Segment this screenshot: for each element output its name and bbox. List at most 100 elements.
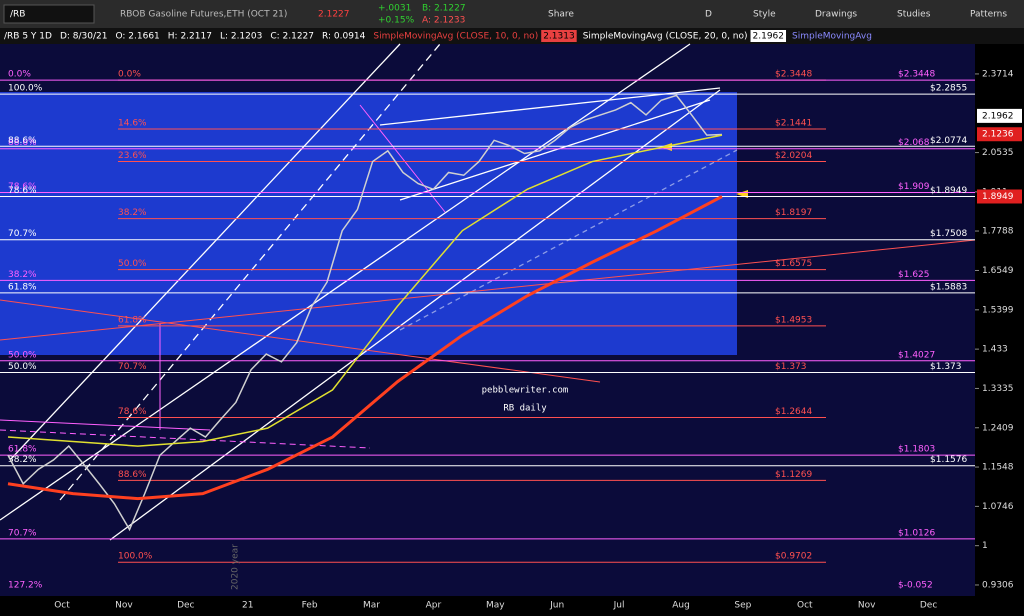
fib-price: $-0.052 — [898, 581, 933, 591]
y-tick-label: 0.9306 — [982, 580, 1014, 590]
price-line — [7, 94, 723, 532]
price-tag-label: 1.8949 — [982, 192, 1014, 202]
info-item: L: 2.1203 — [220, 32, 262, 42]
fib-pct: 61.8% — [8, 445, 37, 455]
description: RBOB Gasoline Futures,ETH (OCT 21) — [120, 10, 287, 20]
x-tick-label: Oct — [797, 601, 813, 611]
pink-drawings — [0, 104, 446, 449]
info-item: O: 2.1661 — [115, 32, 159, 42]
annotation: pebblewriter.com — [482, 386, 569, 396]
price-tag-label: 2.1962 — [982, 111, 1014, 121]
toolbar-button[interactable]: D — [705, 10, 712, 20]
toolbar-bg — [0, 0, 1024, 28]
fib-pct: 70.7% — [8, 229, 37, 239]
fib-price: $2.1441 — [775, 118, 812, 128]
symbol[interactable]: /RB — [10, 10, 25, 20]
study-value: 2.1962 — [753, 32, 785, 42]
info-item: R: 0.0914 — [322, 32, 366, 42]
x-tick-label: Nov — [115, 601, 133, 611]
study-value-bg — [750, 30, 787, 42]
annotation: 2020 year — [231, 544, 241, 590]
toolbar-button[interactable]: Patterns — [970, 10, 1007, 20]
fib-pct: 61.8% — [118, 315, 147, 325]
fib-pct: 78.6% — [8, 182, 37, 192]
moving-average — [7, 195, 723, 501]
fib-pct: 78.6% — [118, 407, 147, 417]
x-tick-label: Apr — [426, 601, 442, 611]
fib-price: $1.909 — [898, 182, 930, 192]
fib-price: $1.8197 — [775, 208, 812, 218]
fib-price: $2.0774 — [930, 136, 967, 146]
y-tick-label: 1.3335 — [982, 384, 1014, 394]
x-tick-label: Sep — [734, 601, 751, 611]
fib-pct: 50.0% — [8, 350, 37, 360]
x-tick-label: Jul — [613, 601, 625, 611]
info-item: D: 8/30/21 — [60, 32, 108, 42]
x-tick-label: Nov — [858, 601, 876, 611]
annotation: RB daily — [503, 404, 547, 414]
fib-price: $1.4953 — [775, 315, 812, 325]
fib-price: $1.2644 — [775, 407, 812, 417]
fib-price: $0.9702 — [775, 552, 812, 562]
fib-price: $1.6575 — [775, 259, 812, 269]
fib-price: $2.2855 — [930, 84, 967, 94]
study-value: 2.1313 — [543, 32, 575, 42]
y-tick-label: 1.2409 — [982, 423, 1014, 433]
fib-pct: 50.0% — [8, 362, 37, 372]
y-tick-label: 1.1548 — [982, 463, 1014, 473]
time-axis-bg — [0, 596, 975, 616]
y-tick-label: 2.0535 — [982, 148, 1014, 158]
fib-pct: 38.2% — [118, 208, 147, 218]
price-tag-label: 2.1236 — [982, 130, 1014, 140]
fib-pct: 38.2% — [8, 270, 37, 280]
fib-pct: 0.0% — [8, 70, 31, 80]
fib-price: $1.625 — [898, 270, 930, 280]
info-item: C: 2.1227 — [270, 32, 314, 42]
toolbar-button[interactable]: Style — [753, 10, 776, 20]
price-tag — [977, 127, 1022, 142]
x-tick-label: 21 — [242, 601, 253, 611]
x-tick-label: Dec — [177, 601, 194, 611]
fib-price: $1.1269 — [775, 470, 812, 480]
x-tick-label: May — [486, 601, 505, 611]
y-tick-label: 1.5399 — [982, 305, 1014, 315]
fib-pct: 50.0% — [118, 259, 147, 269]
toolbar-button[interactable]: Drawings — [815, 10, 857, 20]
ask: A: 2.1233 — [422, 16, 465, 26]
fib-pct: 88.6% — [8, 136, 37, 146]
price-tag — [977, 189, 1022, 204]
fib-price: $1.1803 — [898, 445, 935, 455]
fib-price: $2.3448 — [898, 70, 935, 80]
trend-line — [0, 239, 976, 341]
fib-price: $2.068 — [898, 138, 930, 148]
fib-pct: 0.0% — [118, 70, 141, 80]
fib-pct: 70.7% — [118, 362, 147, 372]
x-tick-label: Jun — [549, 601, 564, 611]
toolbar-button[interactable]: Studies — [897, 10, 931, 20]
price-tag — [977, 108, 1022, 123]
bid: B: 2.1227 — [422, 4, 466, 14]
y-tick-label: 1.0746 — [982, 502, 1014, 512]
fib-price: $1.4027 — [898, 350, 935, 360]
x-tick-label: Mar — [363, 601, 380, 611]
fib-price: $2.3448 — [775, 70, 812, 80]
fib-price: $1.1576 — [930, 455, 967, 465]
fib-price: $1.5883 — [930, 282, 967, 292]
fib-pct: 100.0% — [8, 84, 43, 94]
study-name: SimpleMovingAvg (CLOSE, 10, 0, no) — [373, 32, 538, 42]
y-tick-label: 1 — [982, 541, 988, 551]
fib-price: $1.373 — [775, 362, 807, 372]
fib-price: $1.373 — [930, 362, 962, 372]
toolbar-button[interactable]: Share — [548, 10, 574, 20]
last-price: 2.1227 — [318, 10, 350, 20]
fib-pct: 38.2% — [8, 455, 37, 465]
symbol-box[interactable] — [3, 4, 95, 24]
change: +.0031 — [378, 4, 411, 14]
study-name: SimpleMovingAvg — [792, 32, 872, 42]
info-item: H: 2.2117 — [168, 32, 212, 42]
fib-pct: 100.0% — [118, 552, 153, 562]
fib-price: $2.0204 — [775, 151, 812, 161]
y-tick-label: 1.6549 — [982, 266, 1014, 276]
